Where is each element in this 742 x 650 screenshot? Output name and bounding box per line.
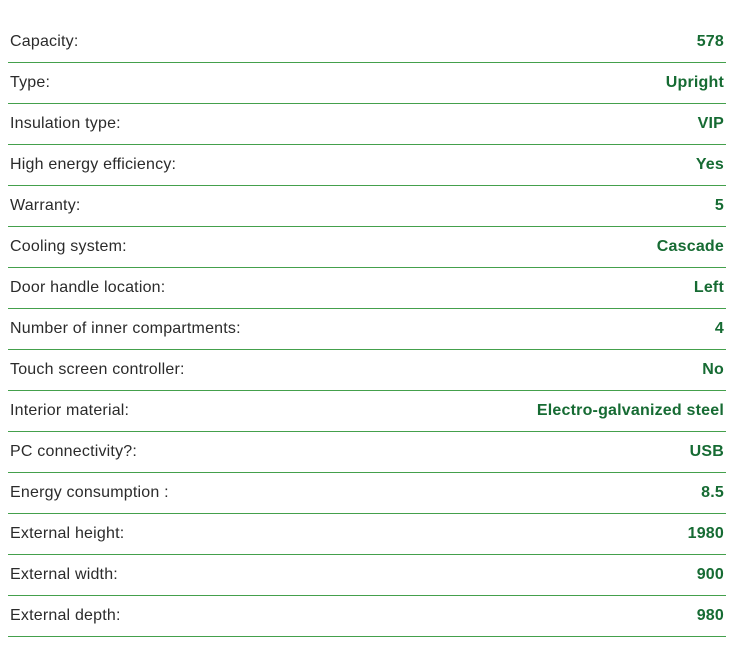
spec-value: USB xyxy=(689,443,724,460)
spec-row: External width: 900 xyxy=(8,555,726,596)
spec-row: Door handle location: Left xyxy=(8,268,726,309)
spec-row: PC connectivity?: USB xyxy=(8,432,726,473)
spec-value: No xyxy=(702,361,724,378)
spec-value: Left xyxy=(693,279,724,296)
spec-value: 1980 xyxy=(687,525,724,542)
spec-label: Insulation type: xyxy=(10,115,121,132)
spec-label: Cooling system: xyxy=(10,238,127,255)
spec-value: Cascade xyxy=(656,238,724,255)
specifications-table: Capacity: 578 Type: Upright Insulation t… xyxy=(8,22,726,637)
spec-row: High energy efficiency: Yes xyxy=(8,145,726,186)
spec-row: Interior material: Electro-galvanized st… xyxy=(8,391,726,432)
spec-value: Electro-galvanized steel xyxy=(536,402,724,419)
spec-value: 900 xyxy=(696,566,724,583)
spec-value: 578 xyxy=(696,33,724,50)
spec-row: Touch screen controller: No xyxy=(8,350,726,391)
spec-label: External depth: xyxy=(10,607,121,624)
spec-row: External depth: 980 xyxy=(8,596,726,637)
spec-label: External width: xyxy=(10,566,118,583)
spec-value: 980 xyxy=(696,607,724,624)
spec-row: Warranty: 5 xyxy=(8,186,726,227)
spec-label: Energy consumption : xyxy=(10,484,169,501)
spec-label: Warranty: xyxy=(10,197,81,214)
spec-label: Number of inner compartments: xyxy=(10,320,241,337)
spec-row: External height: 1980 xyxy=(8,514,726,555)
spec-value: 5 xyxy=(714,197,724,214)
spec-label: Interior material: xyxy=(10,402,130,419)
spec-value: 4 xyxy=(714,320,724,337)
spec-label: Door handle location: xyxy=(10,279,166,296)
spec-row: Cooling system: Cascade xyxy=(8,227,726,268)
spec-label: Capacity: xyxy=(10,33,79,50)
spec-value: Yes xyxy=(695,156,724,173)
spec-row: Type: Upright xyxy=(8,63,726,104)
spec-row: Energy consumption : 8.5 xyxy=(8,473,726,514)
spec-row: Capacity: 578 xyxy=(8,22,726,63)
spec-label: PC connectivity?: xyxy=(10,443,138,460)
spec-label: Type: xyxy=(10,74,51,91)
spec-value: VIP xyxy=(697,115,724,132)
spec-row: Insulation type: VIP xyxy=(8,104,726,145)
spec-value: Upright xyxy=(665,74,724,91)
spec-value: 8.5 xyxy=(701,484,724,501)
spec-label: Touch screen controller: xyxy=(10,361,185,378)
spec-label: External height: xyxy=(10,525,125,542)
spec-label: High energy efficiency: xyxy=(10,156,177,173)
spec-row: Number of inner compartments: 4 xyxy=(8,309,726,350)
